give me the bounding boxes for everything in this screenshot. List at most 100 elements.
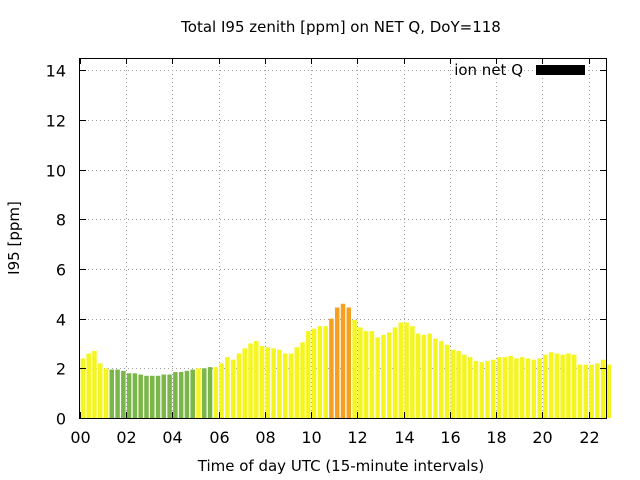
bar — [410, 326, 415, 418]
bar — [236, 353, 242, 418]
bar — [473, 360, 479, 418]
bar — [126, 373, 132, 418]
bar — [583, 364, 589, 418]
bar — [230, 359, 236, 418]
plot-frame — [79, 58, 607, 419]
bar — [485, 360, 490, 418]
bar — [456, 350, 461, 418]
bar — [161, 374, 167, 418]
y-tick-label: 0 — [56, 410, 66, 429]
bar — [514, 358, 519, 418]
bar — [144, 375, 149, 418]
bar — [496, 357, 502, 418]
bar — [242, 348, 247, 418]
bar — [334, 307, 340, 418]
bar — [202, 368, 207, 418]
x-tick-label: 16 — [440, 428, 460, 447]
bar — [566, 353, 571, 418]
bar — [155, 375, 161, 418]
bar — [282, 353, 288, 418]
y-tick-label: 2 — [56, 360, 66, 379]
y-tick-label: 4 — [56, 311, 66, 330]
y-tick-label: 6 — [56, 261, 66, 280]
bar — [554, 353, 560, 418]
bar — [225, 357, 230, 418]
legend-label: ion net Q — [454, 61, 523, 79]
bar — [450, 349, 456, 418]
bar — [398, 322, 404, 418]
bar — [444, 344, 450, 418]
x-tick-label: 14 — [394, 428, 414, 447]
bars-layer — [80, 303, 612, 418]
bar — [109, 369, 115, 418]
bar — [259, 346, 265, 418]
x-tick-label: 04 — [162, 428, 182, 447]
y-tick-label: 12 — [46, 112, 66, 131]
bar — [311, 328, 317, 418]
y-tick-label: 14 — [46, 62, 66, 81]
bar — [519, 357, 525, 418]
x-tick-label: 02 — [116, 428, 136, 447]
chart-title: Total I95 zenith [ppm] on NET Q, DoY=118 — [180, 18, 501, 36]
bar — [392, 327, 398, 418]
bar — [248, 343, 253, 418]
bar — [358, 327, 363, 418]
x-tick-label: 08 — [255, 428, 275, 447]
x-axis-title: Time of day UTC (15-minute intervals) — [197, 457, 484, 475]
bar — [265, 347, 271, 418]
bar — [219, 363, 224, 418]
bar — [427, 333, 432, 418]
bar — [439, 341, 444, 418]
y-axis-title: I95 [ppm] — [5, 201, 23, 275]
bar — [352, 319, 357, 418]
legend-swatch — [536, 65, 585, 75]
bar — [92, 350, 97, 418]
bar — [531, 359, 536, 418]
bar — [121, 370, 126, 418]
bar — [323, 326, 328, 418]
bar — [340, 303, 346, 418]
bar — [375, 337, 380, 418]
bar — [254, 341, 259, 418]
bar — [80, 358, 86, 418]
bar — [271, 348, 276, 418]
bar — [190, 369, 195, 418]
bar — [595, 363, 600, 418]
bar — [184, 370, 190, 418]
bar — [600, 359, 606, 418]
bar — [213, 367, 219, 418]
bar — [363, 331, 369, 418]
bar — [381, 334, 386, 418]
bar — [173, 372, 178, 418]
bar — [306, 331, 311, 418]
x-tick-label: 12 — [347, 428, 367, 447]
y-tick-label: 10 — [46, 162, 66, 181]
x-tick-label: 10 — [301, 428, 321, 447]
bar — [294, 347, 300, 418]
bar — [86, 353, 91, 418]
bar — [288, 353, 294, 418]
bar — [150, 375, 155, 418]
bar — [577, 364, 583, 418]
bar — [606, 364, 612, 418]
bar — [560, 354, 565, 418]
bar — [415, 333, 421, 418]
bar — [525, 358, 531, 418]
bar — [346, 307, 352, 418]
bar — [502, 357, 508, 418]
bar — [369, 331, 375, 418]
bar — [508, 355, 513, 418]
bar — [386, 332, 392, 418]
bar — [97, 363, 103, 418]
bar — [196, 368, 201, 418]
x-tick-label: 22 — [579, 428, 599, 447]
bar — [537, 358, 542, 418]
bar — [491, 359, 496, 418]
y-tick-label: 8 — [56, 211, 66, 230]
bar — [543, 354, 548, 418]
legend: ion net Q — [454, 61, 585, 79]
bar — [103, 368, 109, 418]
bar — [548, 352, 554, 418]
